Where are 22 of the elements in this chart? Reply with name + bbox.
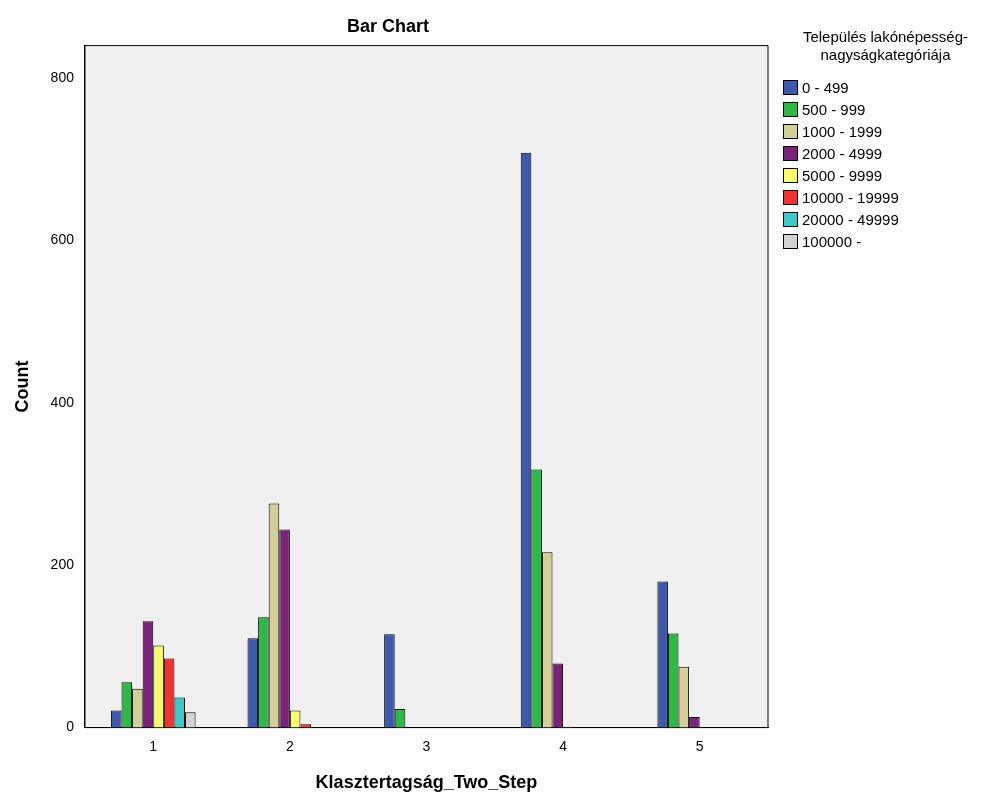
x-tick-label: 3	[422, 737, 431, 754]
legend-title: Település lakónépesség-nagyságkategóriája	[801, 28, 970, 64]
legend-label: 2000 - 4999	[802, 144, 883, 162]
legend-label: 0 - 499	[802, 78, 849, 96]
legend-label: 1000 - 1999	[802, 122, 883, 140]
y-tick-label: 800	[50, 68, 75, 85]
x-tick-label: 4	[559, 737, 568, 754]
x-tick-label: 5	[695, 737, 704, 754]
y-tick-label: 0	[66, 718, 75, 735]
legend-label: 500 - 999	[802, 100, 866, 118]
y-tick-label: 600	[50, 231, 75, 248]
x-tick-label: 2	[285, 737, 294, 754]
x-tick-label: 1	[149, 737, 158, 754]
x-axis-title: Klasztertagság_Two_Step	[315, 772, 538, 793]
legend-label: 100000 -	[802, 232, 862, 250]
legend-label: 5000 - 9999	[802, 166, 883, 184]
legend-label: 20000 - 49999	[802, 210, 899, 228]
legend-label: 10000 - 19999	[802, 188, 899, 206]
y-tick-label: 200	[50, 556, 75, 573]
chart-title: Bar Chart	[346, 15, 430, 36]
y-axis-title: Count	[11, 360, 32, 413]
y-tick-label: 400	[50, 393, 75, 410]
